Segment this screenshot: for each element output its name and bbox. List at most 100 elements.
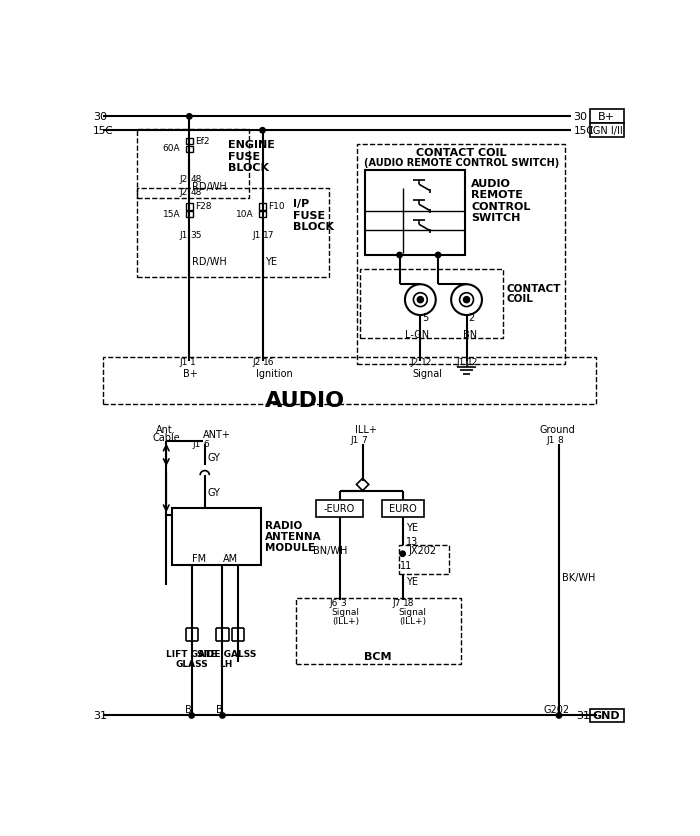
Text: J1: J1 <box>253 231 261 239</box>
Text: 15C: 15C <box>573 126 594 136</box>
Text: 6: 6 <box>203 440 209 449</box>
Bar <box>360 269 503 339</box>
Text: SWITCH: SWITCH <box>471 213 521 223</box>
Bar <box>589 110 624 125</box>
Text: 13: 13 <box>406 536 418 546</box>
Text: 11: 11 <box>400 561 412 571</box>
Text: J1: J1 <box>456 357 465 366</box>
Text: B: B <box>216 705 223 715</box>
Text: 35: 35 <box>190 231 202 239</box>
Text: BN/WH: BN/WH <box>313 545 347 555</box>
Text: GY: GY <box>207 453 220 463</box>
Text: 2: 2 <box>468 312 475 322</box>
Text: GLASS: GLASS <box>175 659 208 668</box>
Text: 16: 16 <box>263 357 275 366</box>
Text: J1: J1 <box>547 435 555 444</box>
Circle shape <box>460 293 473 307</box>
Text: AUDIO: AUDIO <box>265 390 345 410</box>
Circle shape <box>405 285 435 316</box>
Text: F10: F10 <box>268 202 284 211</box>
Circle shape <box>397 253 402 258</box>
Text: RD/WH: RD/WH <box>192 181 226 191</box>
Text: BK/WH: BK/WH <box>562 572 596 582</box>
Text: MODULE: MODULE <box>265 543 315 552</box>
Text: (AUDIO REMOTE CONTROL SWITCH): (AUDIO REMOTE CONTROL SWITCH) <box>363 158 559 167</box>
Text: BLOCK: BLOCK <box>293 222 335 232</box>
Bar <box>137 130 248 199</box>
Bar <box>295 599 461 664</box>
Text: 18: 18 <box>403 598 415 607</box>
Text: BCM: BCM <box>364 651 392 661</box>
Text: 48: 48 <box>190 188 202 197</box>
Text: JX202: JX202 <box>409 545 437 555</box>
Bar <box>382 500 424 517</box>
Text: GND: GND <box>593 711 620 721</box>
Text: J1: J1 <box>179 357 188 366</box>
Text: 10A: 10A <box>237 210 254 219</box>
Bar <box>186 212 193 218</box>
Text: FUSE: FUSE <box>293 211 326 221</box>
Text: 12: 12 <box>468 357 479 366</box>
Text: FM: FM <box>192 553 206 563</box>
Bar <box>172 508 261 566</box>
Text: CONTACT: CONTACT <box>507 283 561 293</box>
Bar <box>103 358 596 404</box>
Text: 12: 12 <box>421 357 433 366</box>
Text: IGN I/II: IGN I/II <box>590 126 623 136</box>
Text: 7: 7 <box>361 435 367 444</box>
Text: BN: BN <box>463 330 477 340</box>
Text: ILL+: ILL+ <box>355 425 377 435</box>
Text: SIDE GALSS: SIDE GALSS <box>197 650 256 659</box>
Bar <box>357 145 565 364</box>
Text: 60A: 60A <box>162 145 180 153</box>
Text: 17: 17 <box>263 231 275 239</box>
Text: 30: 30 <box>93 112 107 122</box>
Circle shape <box>400 552 405 557</box>
Circle shape <box>435 253 441 258</box>
Text: 31: 31 <box>93 711 107 721</box>
Text: YE: YE <box>406 576 418 586</box>
Text: AUDIO: AUDIO <box>471 178 511 188</box>
Text: J2: J2 <box>180 175 188 184</box>
Text: 30: 30 <box>573 112 587 122</box>
Text: 8: 8 <box>557 435 564 444</box>
Text: ENGINE: ENGINE <box>228 140 274 150</box>
Bar <box>399 545 449 574</box>
Text: FUSE: FUSE <box>228 151 260 161</box>
Text: RD/WH: RD/WH <box>192 257 226 267</box>
Text: J2: J2 <box>253 357 261 366</box>
Text: YE: YE <box>265 257 277 267</box>
Text: G202: G202 <box>544 705 570 715</box>
Text: LH: LH <box>220 659 233 668</box>
Text: LIFT GATE: LIFT GATE <box>167 650 217 659</box>
Text: BLOCK: BLOCK <box>228 163 269 173</box>
Text: -EURO: -EURO <box>324 504 355 513</box>
Text: AM: AM <box>223 553 237 563</box>
Text: (ILL+): (ILL+) <box>399 616 426 625</box>
Circle shape <box>417 298 424 303</box>
Text: Signal: Signal <box>399 607 427 616</box>
Bar <box>186 139 193 145</box>
Text: 1: 1 <box>190 357 196 366</box>
Text: I/P: I/P <box>293 199 309 209</box>
Circle shape <box>189 713 195 718</box>
Text: ANT+: ANT+ <box>203 429 231 439</box>
Text: Ant.: Ant. <box>156 425 176 435</box>
Circle shape <box>260 129 265 134</box>
Text: Signal: Signal <box>413 369 442 379</box>
Circle shape <box>556 713 561 718</box>
Text: J1: J1 <box>351 435 359 444</box>
Bar <box>365 171 465 256</box>
Circle shape <box>452 285 482 316</box>
Text: B+: B+ <box>183 369 198 379</box>
Text: YE: YE <box>406 522 418 533</box>
Text: 15C: 15C <box>93 126 113 136</box>
Text: L-GN: L-GN <box>405 330 429 340</box>
Bar <box>137 189 330 278</box>
Circle shape <box>414 293 427 307</box>
Text: Ignition: Ignition <box>256 369 293 379</box>
Bar <box>259 212 266 218</box>
Text: 31: 31 <box>577 711 591 721</box>
Text: Cable: Cable <box>153 433 180 443</box>
Text: J6: J6 <box>330 598 338 607</box>
